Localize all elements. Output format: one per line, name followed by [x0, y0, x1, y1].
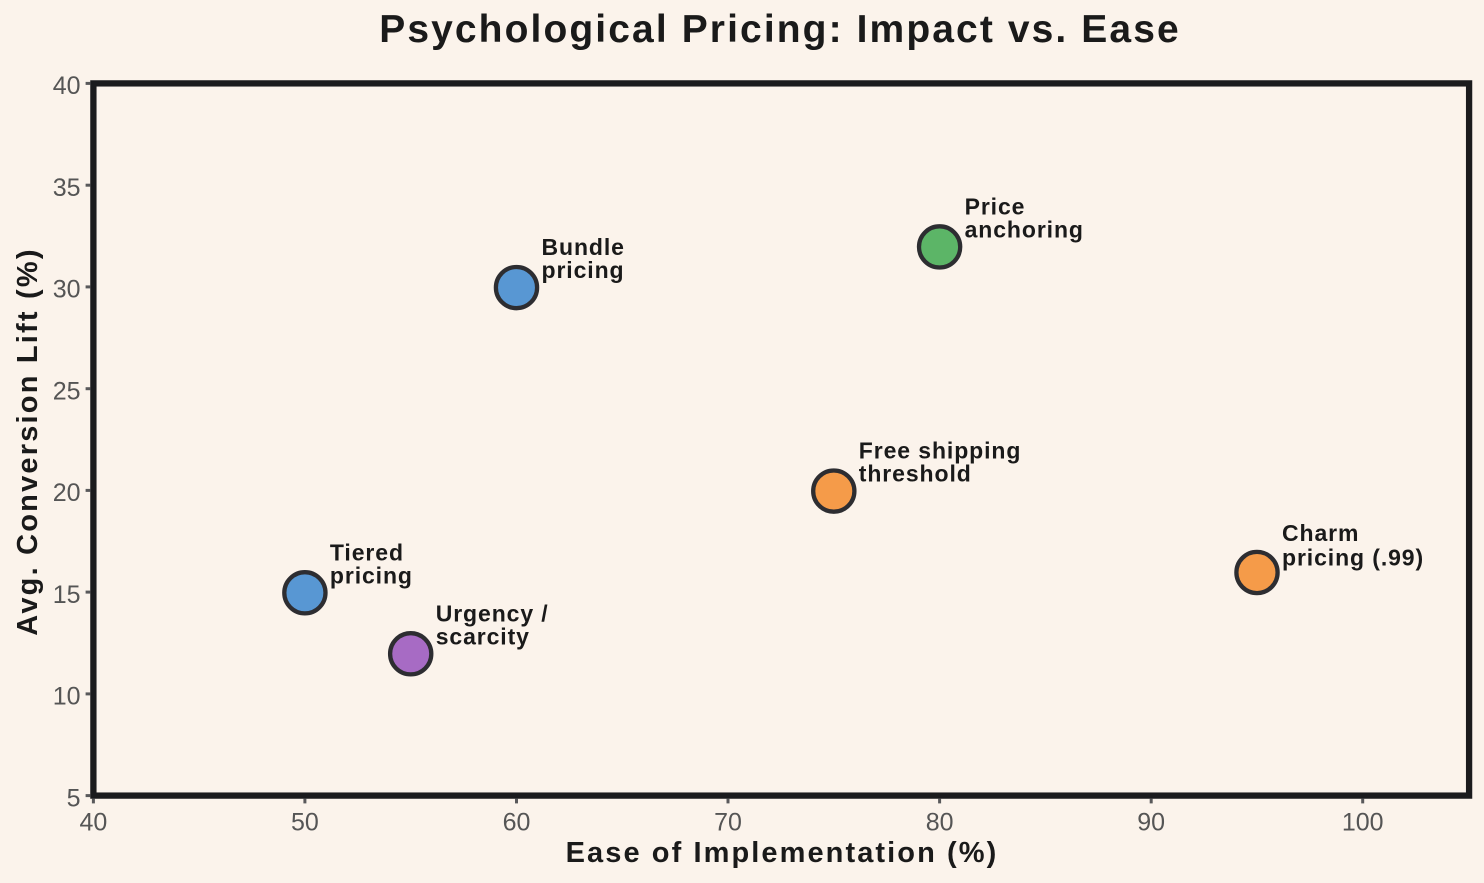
- svg-text:threshold: threshold: [859, 461, 972, 487]
- svg-text:100: 100: [1342, 809, 1384, 837]
- svg-text:30: 30: [53, 276, 81, 304]
- svg-text:Free shipping: Free shipping: [859, 438, 1022, 464]
- svg-text:50: 50: [291, 809, 319, 837]
- svg-text:40: 40: [79, 809, 107, 837]
- svg-text:Avg. Conversion Lift (%): Avg. Conversion Lift (%): [12, 247, 44, 635]
- svg-text:pricing (.99): pricing (.99): [1282, 544, 1424, 570]
- svg-text:40: 40: [53, 72, 81, 100]
- svg-text:Tiered: Tiered: [330, 539, 404, 565]
- svg-text:80: 80: [926, 809, 954, 837]
- svg-text:60: 60: [503, 809, 531, 837]
- svg-text:scarcity: scarcity: [436, 623, 530, 649]
- svg-text:90: 90: [1137, 809, 1165, 837]
- svg-text:70: 70: [714, 809, 742, 837]
- svg-text:10: 10: [53, 683, 81, 711]
- svg-text:Urgency /: Urgency /: [436, 600, 549, 626]
- svg-text:anchoring: anchoring: [965, 217, 1084, 243]
- svg-text:Price: Price: [965, 193, 1026, 219]
- svg-text:15: 15: [53, 581, 81, 609]
- svg-text:5: 5: [67, 784, 81, 812]
- svg-text:35: 35: [53, 174, 81, 202]
- svg-text:Bundle: Bundle: [542, 234, 625, 260]
- svg-text:Ease of Implementation (%): Ease of Implementation (%): [566, 837, 999, 869]
- svg-text:pricing: pricing: [542, 257, 625, 283]
- svg-text:20: 20: [53, 479, 81, 507]
- svg-text:Charm: Charm: [1282, 520, 1359, 546]
- svg-text:pricing: pricing: [330, 562, 413, 588]
- svg-text:Psychological Pricing: Impact: Psychological Pricing: Impact vs. Ease: [379, 8, 1181, 51]
- svg-text:25: 25: [53, 378, 81, 406]
